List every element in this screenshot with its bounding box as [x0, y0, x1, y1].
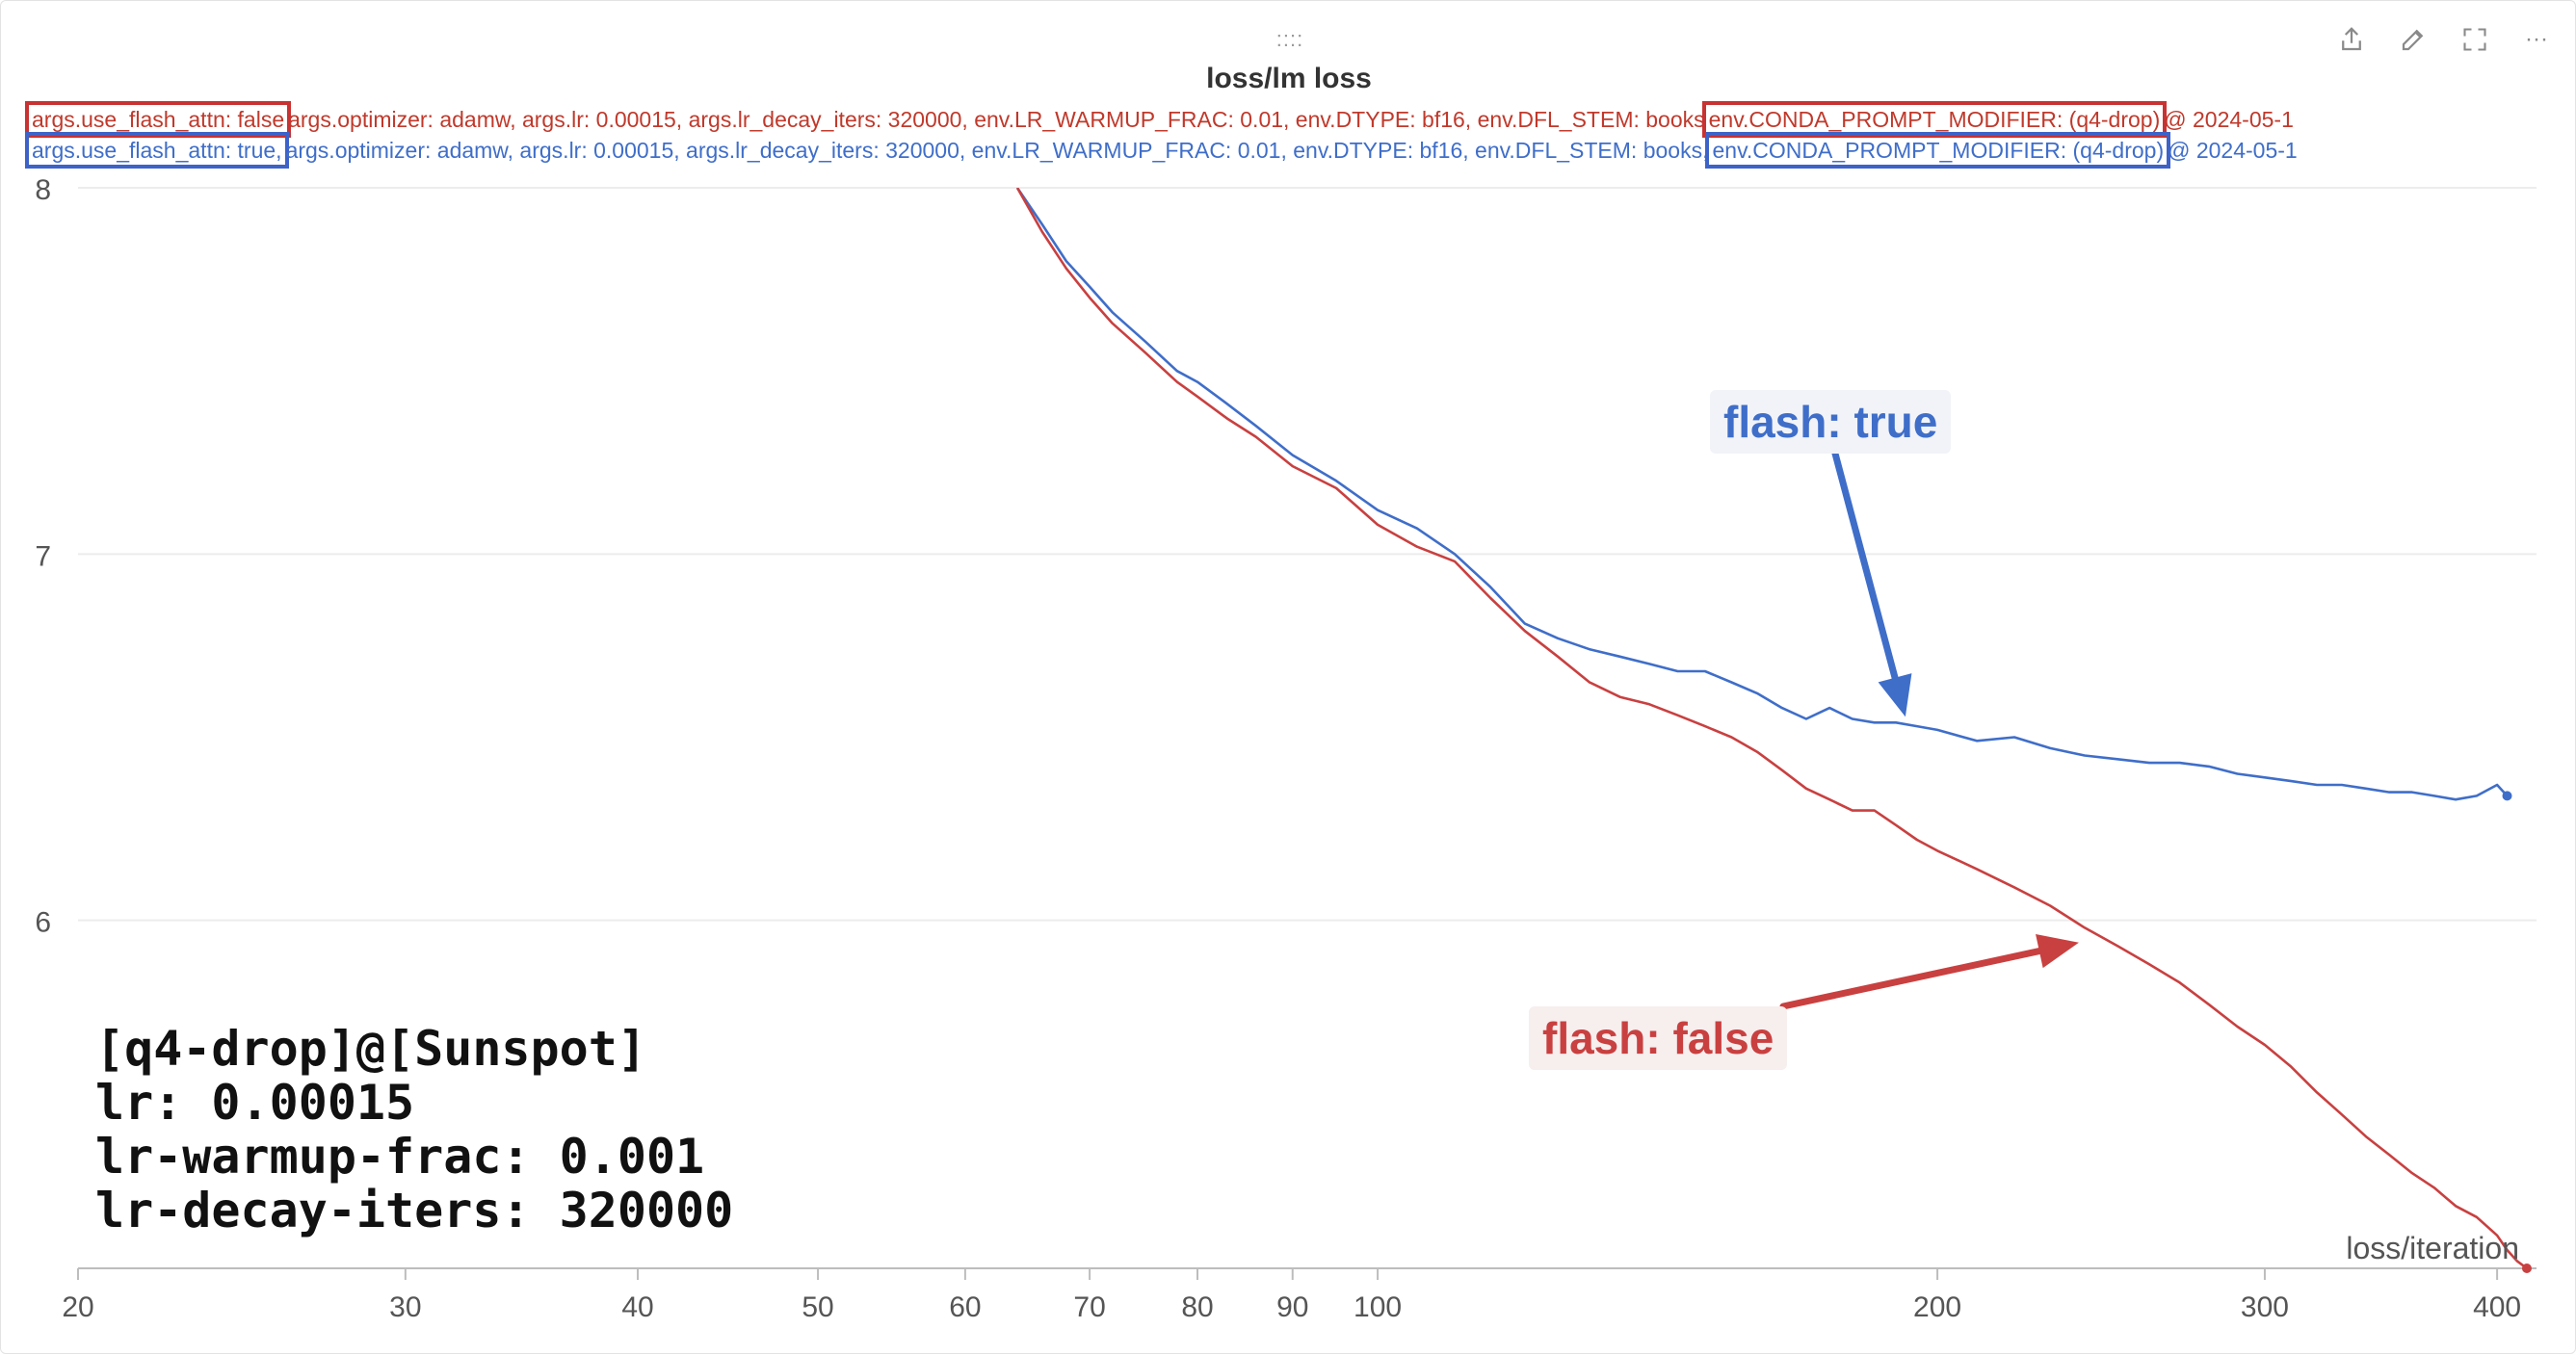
share-icon[interactable] — [2332, 20, 2371, 59]
x-tick-label: 30 — [389, 1291, 421, 1323]
legend-row-text: args.optimizer: adamw, args.lr: 0.00015,… — [285, 138, 1709, 163]
drag-handle-icon[interactable]: :::: — [1275, 27, 1304, 51]
x-tick-label: 70 — [1073, 1291, 1105, 1323]
series-line-flash-true[interactable] — [1015, 188, 2509, 801]
chart-title: loss/lm loss — [1206, 63, 1372, 94]
x-tick-label: 80 — [1181, 1291, 1213, 1323]
legend-flash-true-label: args.use_flash_attn: true, — [25, 132, 289, 169]
legend-row-suffix: @ 2024-05-1 — [2168, 138, 2298, 163]
x-tick-label: 300 — [2241, 1291, 2289, 1323]
legend-modifier-label: env.CONDA_PROMPT_MODIFIER: (q4-drop) — [1705, 132, 2171, 169]
info-line: lr: 0.00015 — [95, 1075, 415, 1131]
y-tick-label: 8 — [35, 174, 51, 206]
x-tick-label: 100 — [1354, 1291, 1402, 1323]
series-endpoint — [2521, 1264, 2532, 1273]
legend-row-flash-true[interactable]: args.use_flash_attn: true, args.optimize… — [25, 132, 2298, 169]
x-axis-label: loss/iteration — [2346, 1231, 2519, 1265]
annotation-arrow-flash-true — [1831, 450, 1912, 717]
fullscreen-icon[interactable] — [2456, 20, 2494, 59]
x-tick-label: 400 — [2473, 1291, 2521, 1323]
series-endpoint — [2502, 791, 2512, 801]
x-tick-label: 200 — [1913, 1291, 1961, 1323]
info-box: [q4-drop]@[Sunspot] lr: 0.00015 lr-warmu… — [86, 1020, 744, 1239]
info-line: lr-warmup-frac: 0.001 — [95, 1129, 705, 1185]
x-tick-label: 60 — [949, 1291, 981, 1323]
legend-row-text: args.optimizer: adamw, args.lr: 0.00015,… — [288, 107, 1705, 132]
y-tick-label: 7 — [35, 540, 51, 572]
legend-flash-false-label: args.use_flash_attn: false — [24, 101, 292, 138]
legend-row-suffix: @ 2024-05-1 — [2164, 107, 2294, 132]
legend-row-flash-false[interactable]: args.use_flash_attn: false args.optimize… — [24, 101, 2294, 138]
legend-modifier-label: env.CONDA_PROMPT_MODIFIER: (q4-drop) — [1701, 101, 2168, 138]
pencil-icon[interactable] — [2394, 20, 2432, 59]
more-icon[interactable]: ··· — [2525, 26, 2548, 52]
annotation-flash-false: flash: false — [1529, 1006, 1788, 1070]
x-tick-label: 40 — [621, 1291, 653, 1323]
series-line-flash-false[interactable] — [1015, 188, 2528, 1270]
annotation-arrow-flash-false — [1779, 933, 2079, 1010]
x-tick-label: 20 — [62, 1291, 93, 1323]
info-line: lr-decay-iters: 320000 — [95, 1183, 734, 1238]
annotation-flash-true: flash: true — [1710, 390, 1952, 454]
x-tick-label: 90 — [1276, 1291, 1308, 1323]
x-tick-label: 50 — [802, 1291, 833, 1323]
y-tick-label: 6 — [35, 907, 51, 939]
info-line: [q4-drop]@[Sunspot] — [95, 1021, 646, 1077]
